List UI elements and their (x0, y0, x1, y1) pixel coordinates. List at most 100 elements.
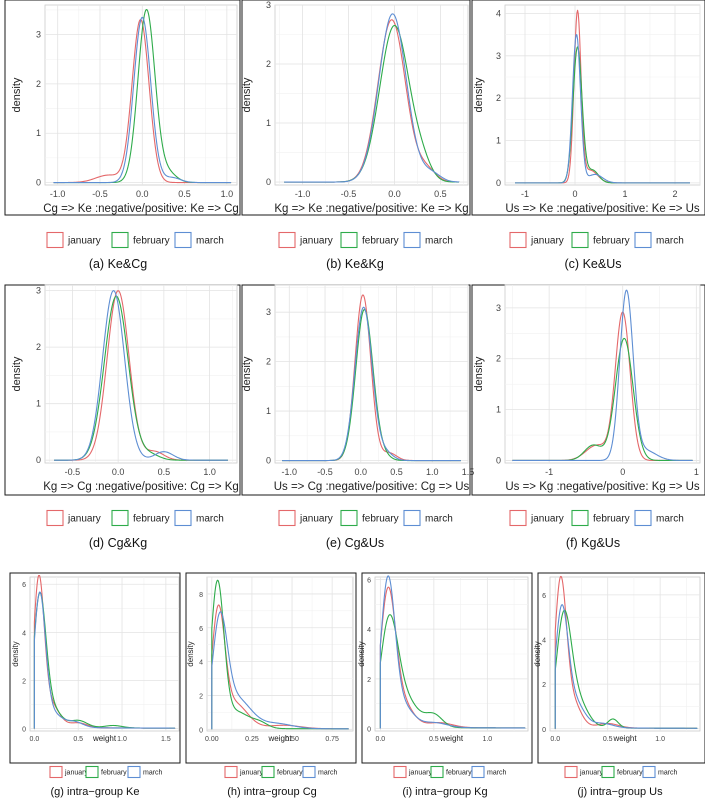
x-tick-label: 0.5 (158, 467, 171, 477)
legend-key-january (49, 765, 63, 779)
chart-panel-8: 0.0 0.5 1.0 0 2 4 6 weight density january februar… (357, 572, 533, 798)
x-tick-label: 1 (622, 189, 627, 199)
legend-key-february (85, 765, 99, 779)
y-tick-label: 2 (199, 693, 203, 700)
x-tick-label: 1.0 (117, 736, 127, 743)
legend-label-january: january (67, 236, 101, 247)
y-tick-label: 0 (266, 177, 271, 187)
y-tick-label: 4 (496, 8, 501, 18)
x-tick-label: 0.0 (30, 736, 40, 743)
y-tick-label: 2 (36, 342, 41, 352)
legend: january february march (46, 231, 224, 249)
legend: january february march (278, 509, 453, 527)
legend: january february march (393, 765, 507, 779)
y-tick-label: 0 (496, 178, 501, 188)
y-tick-label: 2 (266, 357, 271, 367)
density-line-march (282, 306, 461, 462)
x-tick-label: -1.0 (50, 189, 66, 199)
y-axis-title: density (473, 356, 485, 391)
x-axis-title: weight (267, 734, 292, 743)
legend-key-march (403, 231, 421, 249)
plot-area (44, 4, 238, 186)
y-tick-label: 0 (542, 727, 546, 734)
legend: january february march (46, 509, 224, 527)
y-tick-label: 6 (199, 626, 203, 633)
panel-caption: (f) Kg&Us (566, 536, 620, 550)
legend-key-january (509, 509, 527, 527)
y-tick-label: 1 (36, 128, 41, 138)
x-axis-title: weight (439, 734, 464, 743)
y-axis-title: density (241, 356, 253, 391)
panel-caption: (j) intra−group Us (577, 786, 663, 798)
y-tick-label: 2 (496, 93, 501, 103)
legend-key-january (46, 509, 64, 527)
x-tick-label: 1.5 (462, 467, 475, 477)
x-tick-label: 0 (620, 467, 625, 477)
legend-label-february: february (593, 236, 630, 247)
legend-key-january (393, 765, 407, 779)
legend-label-february: february (446, 770, 472, 777)
panel-caption: (h) intra−group Cg (227, 786, 317, 798)
legend-key-january (224, 765, 238, 779)
legend-label-february: february (362, 236, 399, 247)
chart-panel-7: 0.00 0.25 0.50 0.75 0 2 4 6 8 weight density januar… (185, 572, 357, 798)
y-tick-label: 2 (36, 79, 41, 89)
y-axis-title: density (533, 641, 542, 666)
y-tick-label: 6 (542, 593, 546, 600)
x-axis-title: Kg => Ke :negative/positive: Ke => Kg (274, 203, 468, 215)
x-tick-label: 0.5 (390, 467, 403, 477)
legend-label-january: january (530, 514, 564, 525)
legend-key-february (340, 231, 358, 249)
y-tick-label: 3 (266, 0, 271, 10)
x-axis-title: weight (92, 734, 117, 743)
y-tick-label: 0 (496, 455, 501, 465)
panel-frame (185, 572, 357, 764)
x-tick-label: 0.5 (178, 189, 191, 199)
density-line-march (284, 13, 460, 183)
y-tick-label: 1 (496, 405, 501, 415)
chart-panel-6: 0.0 0.5 1.0 1.5 0 2 4 6 weight density january febr… (9, 572, 181, 798)
legend-label-march: march (656, 236, 684, 247)
panel-frame (471, 0, 705, 216)
legend-label-january: january (239, 770, 263, 777)
density-line-march (512, 289, 693, 462)
density-line-march (515, 34, 690, 184)
y-tick-label: 0 (266, 456, 271, 466)
x-tick-label: 1.0 (203, 467, 216, 477)
legend: january february march (224, 765, 338, 779)
y-tick-label: 3 (496, 51, 501, 61)
legend-label-march: march (656, 514, 684, 525)
legend-key-january (46, 231, 64, 249)
legend-key-february (430, 765, 444, 779)
x-tick-label: -0.5 (317, 467, 333, 477)
panel-frame (537, 572, 705, 764)
x-tick-label: 0.0 (355, 467, 368, 477)
x-tick-label: -0.5 (92, 189, 108, 199)
plot-area (504, 4, 701, 186)
x-tick-label: 0.25 (245, 736, 259, 743)
x-tick-label: 0.0 (136, 189, 149, 199)
legend-key-january (509, 231, 527, 249)
legend-key-february (601, 765, 615, 779)
y-tick-label: 1 (266, 118, 271, 128)
legend-key-february (571, 231, 589, 249)
y-tick-label: 3 (36, 30, 41, 40)
x-tick-label: 0.00 (205, 736, 219, 743)
legend-key-january (278, 231, 296, 249)
panel-caption: (a) Ke&Cg (89, 257, 147, 271)
chart-panel-4: -1.0 -0.5 0.0 0.5 1.0 1.5 0 1 2 3 Us => Cg :negati… (241, 284, 475, 550)
y-axis-title: density (473, 77, 485, 112)
panel-frame (4, 0, 241, 216)
chart-panel-9: 0.0 0.5 1.0 0 2 4 6 weight density january februar… (533, 572, 705, 798)
density-line-march (33, 591, 176, 729)
x-tick-label: 0.0 (375, 736, 385, 743)
y-tick-label: 1 (266, 406, 271, 416)
y-tick-label: 3 (496, 303, 501, 313)
y-tick-label: 8 (199, 592, 203, 599)
legend-label-march: march (196, 514, 224, 525)
legend: january february march (509, 509, 684, 527)
panel-caption: (g) intra−group Ke (51, 786, 140, 798)
y-tick-label: 2 (496, 354, 501, 364)
x-tick-label: -1.0 (295, 189, 311, 199)
legend-label-march: march (658, 770, 678, 777)
